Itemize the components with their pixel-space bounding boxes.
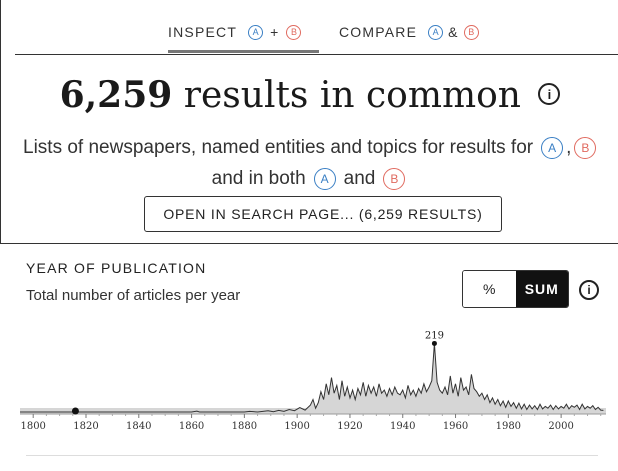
series-line [20,343,604,413]
info-icon[interactable]: i [579,280,599,300]
divider [26,455,598,456]
description-text-2: and in both [211,168,306,189]
comma: , [566,137,572,158]
open-in-search-button[interactable]: OPEN IN SEARCH PAGE... (6,259 RESULTS) [144,196,502,232]
year-histogram-chart: 1800 1820 1840 1860 1880 1900 1920 1940 1960 1980… [20,330,606,432]
results-text: results in common [183,75,521,116]
description-text: Lists of newspapers, named entities and … [23,137,534,158]
sum-toggle-option[interactable]: SUM [515,271,568,307]
x-tick-label: 1900 [284,421,309,432]
x-tick-label: 1920 [337,421,362,432]
tab-compare-label: COMPARE [339,24,418,40]
percent-toggle-option[interactable]: % [463,271,516,307]
description-line-2: and in both A and B [1,168,618,190]
selected-year-marker [71,407,79,415]
mode-toggle[interactable]: % SUM [462,270,569,308]
x-tick-label: 1820 [73,421,98,432]
x-tick-label: 1840 [126,421,151,432]
x-tick-label: 1960 [443,421,468,432]
summary-panel: INSPECT A + B COMPARE A & B 6,259 result… [0,0,618,244]
peak-label: 219 [425,330,444,341]
tab-inspect-label: INSPECT [168,24,238,40]
section-title: YEAR OF PUBLICATION [26,260,207,276]
x-tick-label: 1860 [179,421,204,432]
tab-inspect[interactable]: INSPECT A + B [168,14,304,50]
x-tick-label: 2000 [548,421,573,432]
info-icon[interactable]: i [538,83,561,105]
tab-compare[interactable]: COMPARE A & B [339,14,482,50]
badge-a: A [541,137,564,159]
description-and: and [343,168,376,189]
badge-a: A [428,24,444,40]
peak-point [431,340,437,346]
active-tab-underline [168,50,319,53]
plus-sign: + [270,24,280,40]
badge-b: B [383,168,406,190]
badge-b: B [574,137,597,159]
page-title: 6,259 results in common i [1,74,618,116]
badge-b: B [286,24,302,40]
badge-b: B [463,24,479,40]
x-tick-label: 1980 [496,421,521,432]
section-subtitle: Total number of articles per year [26,287,241,304]
description-line-1: Lists of newspapers, named entities and … [23,137,599,159]
ampersand: & [448,24,459,40]
results-count: 6,259 [59,74,173,116]
tab-bar: INSPECT A + B COMPARE A & B [15,0,618,55]
x-tick-label: 1940 [390,421,415,432]
x-tick-label: 1800 [20,421,45,432]
badge-a: A [313,168,336,190]
badge-a: A [248,24,264,40]
x-tick-label: 1880 [232,421,257,432]
